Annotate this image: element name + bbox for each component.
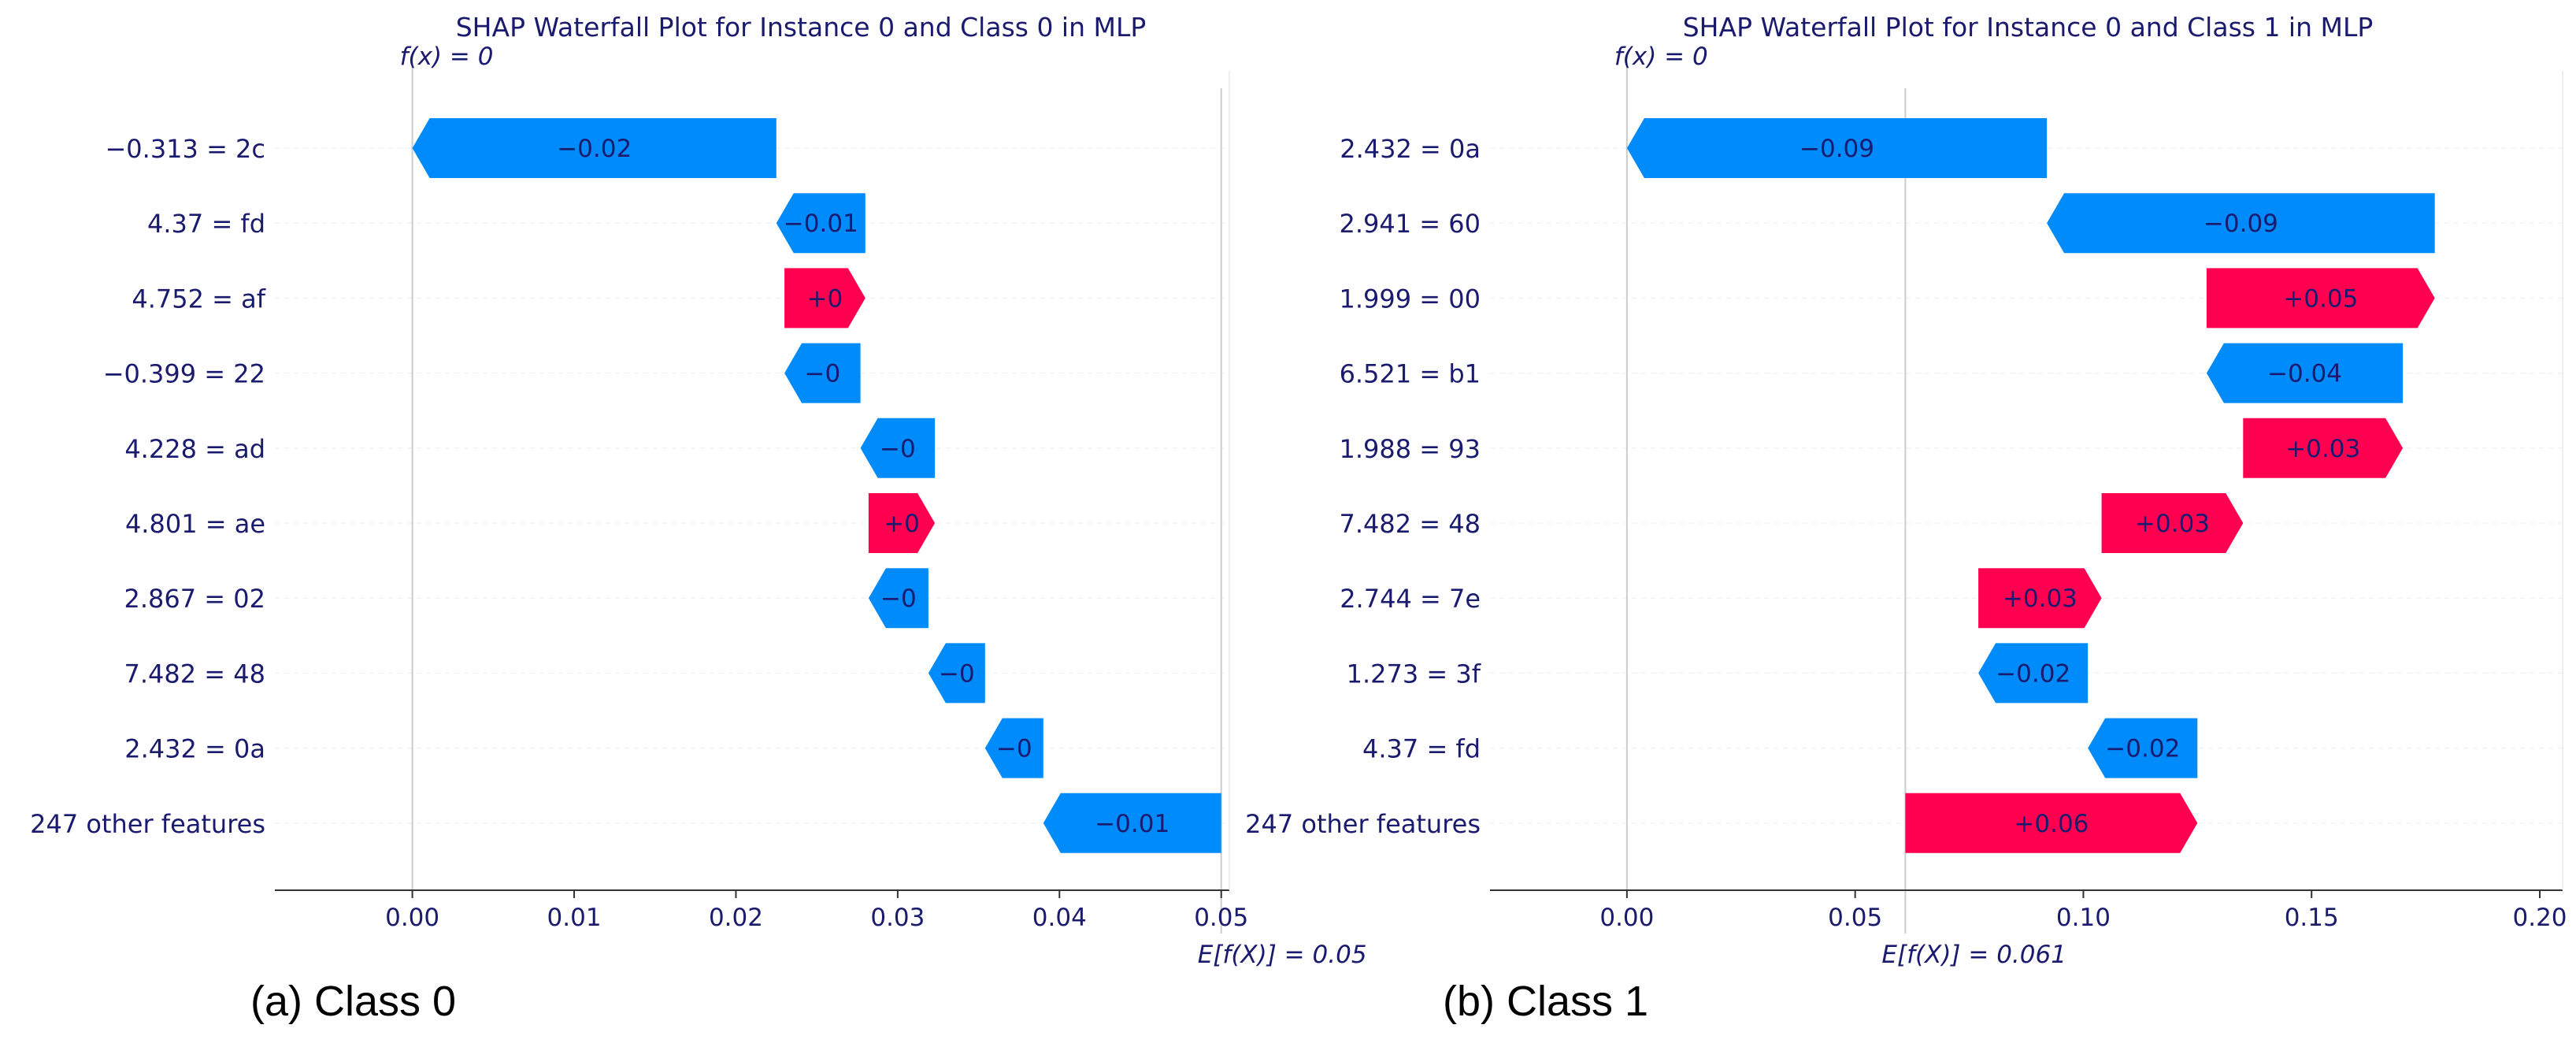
waterfall-bar — [1043, 793, 1221, 853]
chart-title: SHAP Waterfall Plot for Instance 0 and C… — [456, 12, 1147, 43]
feature-label: 4.228 = ad — [124, 434, 265, 464]
x-tick-label: 0.20 — [2513, 904, 2567, 932]
feature-label: 1.999 = 00 — [1340, 284, 1481, 314]
bar-value-label: +0 — [884, 510, 920, 538]
bar-value-label: −0.04 — [2267, 360, 2342, 388]
feature-label: 7.482 = 48 — [1340, 509, 1481, 539]
feature-label: 4.752 = af — [132, 284, 265, 314]
waterfall-bar — [868, 493, 936, 553]
waterfall-bar — [1978, 568, 2102, 629]
chart-title: SHAP Waterfall Plot for Instance 0 and C… — [1683, 12, 2374, 43]
waterfall-panel-class-1: SHAP Waterfall Plot for Instance 0 and C… — [1245, 12, 2567, 969]
base-value-annotation: E[f(X)] = 0.061 — [1881, 941, 2066, 969]
waterfall-bar — [928, 643, 985, 704]
waterfall-bar — [868, 568, 928, 629]
x-tick-label: 0.02 — [709, 904, 763, 932]
waterfall-bar — [1978, 643, 2089, 704]
bar-value-label: −0 — [880, 585, 917, 613]
bar-value-label: +0.05 — [2283, 284, 2358, 313]
x-tick-label: 0.05 — [1828, 904, 1882, 932]
bar-value-label: −0 — [805, 360, 841, 388]
chart-marks: −0.09 2.432 = 0a −0.09 2.941 = 60 +0.05 1.999… — [1245, 43, 2567, 969]
bar-value-label: −0.01 — [784, 210, 858, 238]
waterfall-bar — [860, 418, 936, 478]
x-tick-label: 0.01 — [547, 904, 602, 932]
bar-value-label: −0.01 — [1095, 810, 1169, 838]
bar-value-label: −0 — [939, 659, 975, 688]
bar-value-label: +0.03 — [2135, 510, 2210, 538]
waterfall-bar — [784, 268, 865, 329]
bar-value-label: −0.02 — [557, 135, 632, 163]
waterfall-bar — [2047, 193, 2435, 254]
x-tick-label: 0.10 — [2056, 904, 2111, 932]
waterfall-panel-class-0: SHAP Waterfall Plot for Instance 0 and C… — [30, 12, 1366, 969]
feature-label: 1.273 = 3f — [1347, 659, 1481, 689]
waterfall-bar — [2101, 493, 2244, 553]
bar-value-label: −0.02 — [1996, 659, 2070, 688]
bar-value-label: +0.03 — [2285, 435, 2360, 463]
feature-label: 2.432 = 0a — [124, 734, 265, 764]
subcaption-a: (a) Class 0 — [250, 978, 457, 1025]
feature-label: 4.37 = fd — [1362, 734, 1481, 764]
waterfall-bar — [2243, 418, 2404, 478]
feature-label: −0.313 = 2c — [105, 134, 265, 164]
bar-value-label: +0 — [807, 284, 843, 313]
bar-value-label: −0.09 — [2203, 210, 2278, 238]
bar-value-label: −0.09 — [1799, 135, 1874, 163]
fx-annotation: f(x) = 0 — [400, 43, 494, 71]
x-tick-label: 0.15 — [2285, 904, 2339, 932]
feature-label: 247 other features — [1245, 809, 1481, 839]
waterfall-bar — [2206, 343, 2404, 403]
waterfall-bar — [1905, 793, 2198, 853]
bar-value-label: +0.06 — [2014, 810, 2089, 838]
feature-label: 4.801 = ae — [125, 509, 265, 539]
feature-label: 247 other features — [30, 809, 265, 839]
x-tick-label: 0.04 — [1032, 904, 1087, 932]
waterfall-bar — [412, 118, 777, 178]
feature-label: 2.744 = 7e — [1340, 584, 1481, 614]
feature-label: −0.399 = 22 — [103, 359, 265, 389]
feature-label: 2.867 = 02 — [124, 584, 265, 614]
fx-annotation: f(x) = 0 — [1614, 43, 1708, 71]
waterfall-bar — [984, 718, 1043, 778]
bar-value-label: −0 — [880, 435, 916, 463]
x-tick-label: 0.05 — [1194, 904, 1248, 932]
x-tick-label: 0.03 — [870, 904, 925, 932]
feature-label: 1.988 = 93 — [1340, 434, 1481, 464]
waterfall-bar — [776, 193, 865, 254]
base-value-annotation: E[f(X)] = 0.05 — [1198, 941, 1367, 969]
feature-label: 2.941 = 60 — [1340, 209, 1481, 239]
subcaption-b: (b) Class 1 — [1443, 978, 1649, 1025]
waterfall-bar — [2206, 268, 2435, 329]
x-tick-label: 0.00 — [385, 904, 439, 932]
waterfall-bar — [2088, 718, 2198, 778]
bar-value-label: −0 — [996, 735, 1032, 763]
waterfall-bar — [1626, 118, 2048, 178]
waterfall-bar — [784, 343, 861, 403]
feature-label: 6.521 = b1 — [1340, 359, 1481, 389]
bar-value-label: +0.03 — [2003, 585, 2077, 613]
feature-label: 7.482 = 48 — [124, 659, 265, 689]
feature-label: 4.37 = fd — [147, 209, 265, 239]
x-tick-label: 0.00 — [1599, 904, 1654, 932]
bar-value-label: −0.02 — [2105, 735, 2180, 763]
chart-marks: −0.02 −0.313 = 2c −0.01 4.37 = fd +0 4.752 = … — [30, 43, 1366, 969]
feature-label: 2.432 = 0a — [1340, 134, 1481, 164]
